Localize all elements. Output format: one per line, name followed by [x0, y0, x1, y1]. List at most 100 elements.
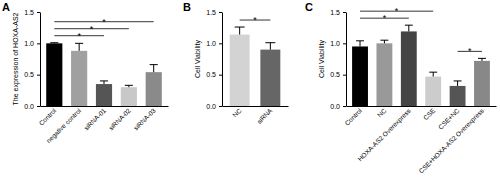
error-cap — [454, 80, 462, 81]
error-cap — [75, 43, 83, 44]
tick-mark — [37, 43, 40, 44]
error-cap — [356, 40, 364, 41]
error-cap — [150, 64, 158, 65]
tick-label: CSE+NC — [437, 107, 461, 131]
tick-label: 0.5 — [24, 71, 34, 78]
tick: 0.5 — [330, 71, 346, 78]
tick: CSE+NC — [437, 106, 461, 131]
tick-label: siRNA — [255, 106, 273, 124]
axis-line — [347, 106, 497, 107]
tick-mark — [343, 106, 346, 107]
y-axis: 0.0 0.5 1.0 1.5 — [24, 9, 40, 110]
tick: 1.5 — [330, 9, 346, 16]
error-cap — [405, 25, 413, 26]
tick: negative control — [45, 106, 83, 145]
bar — [96, 84, 112, 106]
tick: 1.5 — [206, 9, 222, 16]
tick-label: 0.0 — [206, 103, 216, 110]
tick-label: 1.5 — [24, 9, 34, 16]
tick: 1.0 — [206, 40, 222, 47]
figure: AThe expression of HOXA-AS20.00.51.01.5C… — [0, 0, 500, 181]
tick: 0.5 — [206, 71, 222, 78]
bar — [376, 43, 392, 106]
tick-label: 1.0 — [330, 40, 340, 47]
error-bar — [433, 72, 434, 76]
tick-mark — [37, 106, 40, 107]
tick-label: Control — [38, 107, 58, 127]
x-axis: NC siRNA — [223, 106, 289, 125]
tick-label: 1.5 — [206, 9, 216, 16]
tick: CSE — [422, 106, 437, 121]
error-cap — [100, 80, 108, 81]
panel-letter: B — [183, 1, 191, 13]
tick: siRNA-02 — [107, 106, 132, 132]
bar — [425, 77, 441, 106]
significance-label: * — [383, 13, 387, 23]
x-axis: Controlnegative controlsiRNA-01siRNA-02s… — [38, 106, 169, 145]
tick: siRNA-03 — [132, 106, 157, 132]
significance-label: * — [468, 46, 472, 56]
tick-label: 1.0 — [206, 40, 216, 47]
tick: 1.5 — [24, 9, 40, 16]
axis-line — [223, 106, 289, 107]
tick-label: siRNA-01 — [82, 107, 107, 132]
tick: siRNA — [255, 106, 273, 125]
tick-label: siRNA-03 — [132, 107, 157, 132]
bar — [121, 87, 137, 106]
tick-label: Control — [343, 107, 363, 127]
tick-label: 1.5 — [330, 9, 340, 16]
error-bar — [360, 41, 361, 47]
tick: 0.0 — [330, 103, 346, 110]
error-cap — [265, 42, 275, 43]
error-cap — [50, 42, 58, 43]
y-axis: 0.0 0.5 1.0 1.5 — [330, 9, 346, 110]
tick-mark — [219, 43, 222, 44]
significance-label: * — [253, 15, 257, 25]
tick-label: HOXA-AS2 Overexpress — [356, 106, 413, 163]
tick-label: 0.0 — [24, 103, 34, 110]
plot-area — [352, 25, 490, 106]
axis-title: Cell Viability — [194, 40, 202, 78]
error-cap — [235, 27, 245, 28]
bar — [260, 50, 280, 106]
axis-title: Cell Viability — [318, 40, 326, 78]
plot-area — [230, 27, 281, 106]
error-bar — [153, 65, 154, 73]
error-bar — [79, 43, 80, 51]
tick: 0.0 — [24, 103, 40, 110]
error-bar — [408, 25, 409, 31]
tick-label: 0.0 — [330, 103, 340, 110]
tick: Control — [343, 106, 363, 127]
error-cap — [478, 58, 486, 59]
tick: NC — [376, 106, 388, 118]
tick: Control — [38, 106, 58, 127]
axis-line — [40, 13, 41, 107]
panel-letter: A — [2, 1, 10, 13]
tick-label: CSE+HOXA-AS2 Overexpress — [417, 106, 486, 175]
axis-line — [41, 106, 169, 107]
tick-label: 1.0 — [24, 40, 34, 47]
tick-mark — [343, 12, 346, 13]
tick-label: NC — [376, 107, 388, 119]
tick-mark — [37, 12, 40, 13]
tick: 1.0 — [24, 40, 40, 47]
y-axis: 0.0 0.5 1.0 1.5 — [206, 9, 222, 110]
tick: 1.0 — [330, 40, 346, 47]
bar — [474, 61, 490, 106]
significance-label: * — [102, 17, 106, 27]
bar — [46, 43, 62, 106]
tick-mark — [219, 12, 222, 13]
bar — [352, 46, 368, 106]
error-bar — [270, 43, 271, 50]
x-axis: Control NCHOXA-AS2 Overexpress CSECSE+NCCS… — [343, 106, 496, 175]
tick-label: NC — [231, 107, 243, 119]
tick: siRNA-01 — [82, 106, 107, 132]
significance-label: * — [90, 24, 94, 34]
tick: 0.0 — [206, 103, 222, 110]
tick-mark — [219, 106, 222, 107]
error-cap — [380, 40, 388, 41]
panel-letter: C — [305, 1, 313, 13]
bar — [401, 31, 417, 106]
tick: CSE+HOXA-AS2 Overexpress — [417, 106, 486, 175]
panel: C Cell Viability 0.0 0.5 1.0 1.5 Control NCHOXA… — [305, 1, 497, 175]
